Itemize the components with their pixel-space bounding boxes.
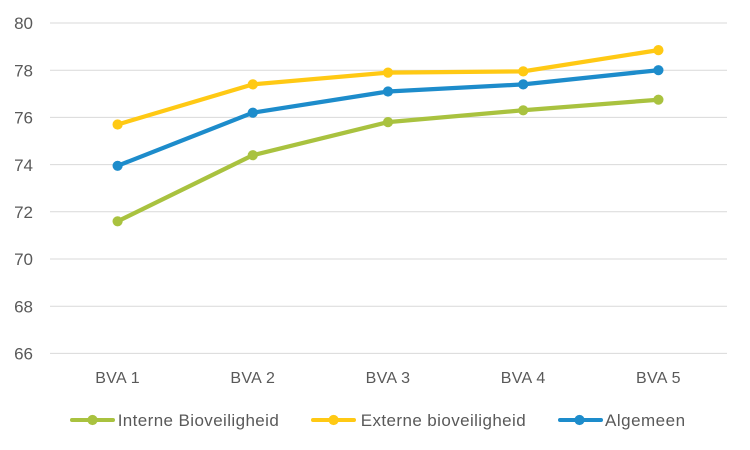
svg-text:76: 76 xyxy=(14,109,33,128)
svg-text:BVA 1: BVA 1 xyxy=(95,370,140,387)
svg-text:BVA 4: BVA 4 xyxy=(501,370,546,387)
svg-text:70: 70 xyxy=(14,250,33,269)
svg-text:Interne Bioveiligheid: Interne Bioveiligheid xyxy=(118,411,280,430)
svg-text:Externe bioveiligheid: Externe bioveiligheid xyxy=(361,411,526,430)
svg-text:78: 78 xyxy=(14,61,33,80)
svg-text:BVA 2: BVA 2 xyxy=(230,370,275,387)
svg-text:BVA 3: BVA 3 xyxy=(366,370,411,387)
svg-text:66: 66 xyxy=(14,345,33,364)
svg-text:BVA 5: BVA 5 xyxy=(636,370,681,387)
svg-text:Algemeen: Algemeen xyxy=(605,411,686,430)
svg-text:80: 80 xyxy=(14,14,33,33)
svg-text:68: 68 xyxy=(14,297,33,316)
svg-text:72: 72 xyxy=(14,203,33,222)
svg-text:74: 74 xyxy=(14,156,33,175)
